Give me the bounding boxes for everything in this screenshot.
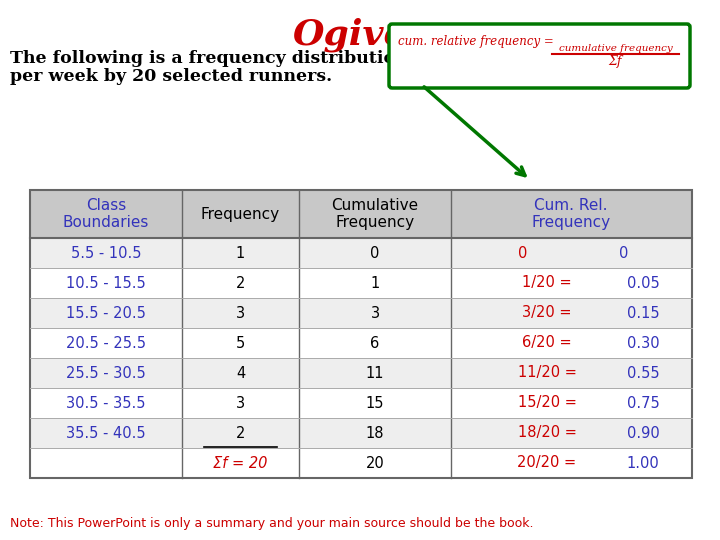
Text: 10.5 - 15.5: 10.5 - 15.5 [66, 275, 146, 291]
Bar [30, 238, 692, 268]
Text: Σf = 20: Σf = 20 [213, 456, 268, 470]
Text: 0.15: 0.15 [626, 306, 660, 321]
Text: Frequency: Frequency [201, 206, 280, 221]
Bar [30, 328, 692, 358]
Text: 5.5 - 10.5: 5.5 - 10.5 [71, 246, 141, 260]
Text: 6/20 =: 6/20 = [522, 335, 572, 350]
Text: 1.00: 1.00 [626, 456, 660, 470]
Text: 1/20 =: 1/20 = [522, 275, 572, 291]
Text: 6: 6 [370, 335, 379, 350]
Bar [30, 190, 692, 238]
Text: 1: 1 [370, 275, 379, 291]
Text: 0.90: 0.90 [626, 426, 660, 441]
Text: Class
Boundaries: Class Boundaries [63, 198, 149, 230]
Bar [30, 190, 692, 478]
Text: Ogives: Ogives [292, 18, 428, 52]
Text: cum. relative frequency =: cum. relative frequency = [398, 35, 554, 48]
Text: cumulative frequency: cumulative frequency [559, 44, 672, 53]
Bar [30, 448, 692, 478]
Text: 35.5 - 40.5: 35.5 - 40.5 [66, 426, 146, 441]
Text: Cumulative
Frequency: Cumulative Frequency [331, 198, 418, 230]
Text: 3: 3 [236, 395, 245, 410]
Text: 18/20 =: 18/20 = [518, 426, 577, 441]
Text: Note: This PowerPoint is only a summary and your main source should be the book.: Note: This PowerPoint is only a summary … [10, 517, 534, 530]
Text: 15/20 =: 15/20 = [518, 395, 577, 410]
Text: The following is a frequency distribution of miles run: The following is a frequency distributio… [10, 50, 532, 67]
Text: 20/20 =: 20/20 = [518, 456, 577, 470]
Text: 0.55: 0.55 [626, 366, 660, 381]
Text: 11: 11 [366, 366, 384, 381]
Text: 0.30: 0.30 [626, 335, 660, 350]
Text: 3: 3 [236, 306, 245, 321]
Text: 30.5 - 35.5: 30.5 - 35.5 [66, 395, 145, 410]
Text: 0.05: 0.05 [626, 275, 660, 291]
Text: 20.5 - 25.5: 20.5 - 25.5 [66, 335, 146, 350]
Bar [30, 358, 692, 388]
FancyBboxPatch shape [389, 24, 690, 88]
Text: 15.5 - 20.5: 15.5 - 20.5 [66, 306, 146, 321]
Text: 15: 15 [366, 395, 384, 410]
Text: 0: 0 [370, 246, 379, 260]
Text: 20: 20 [366, 456, 384, 470]
Text: 18: 18 [366, 426, 384, 441]
Text: 2: 2 [236, 275, 246, 291]
Text: 3/20 =: 3/20 = [522, 306, 572, 321]
Bar [30, 418, 692, 448]
Text: 4: 4 [236, 366, 245, 381]
Bar [30, 268, 692, 298]
Text: 0: 0 [518, 246, 528, 260]
Text: 5: 5 [236, 335, 245, 350]
Text: 2: 2 [236, 426, 246, 441]
Text: 0.75: 0.75 [626, 395, 660, 410]
Text: 25.5 - 30.5: 25.5 - 30.5 [66, 366, 146, 381]
Text: Cum. Rel.
Frequency: Cum. Rel. Frequency [531, 198, 611, 230]
Text: 11/20 =: 11/20 = [518, 366, 577, 381]
Bar [30, 298, 692, 328]
Text: 1: 1 [236, 246, 245, 260]
Text: per week by 20 selected runners.: per week by 20 selected runners. [10, 68, 332, 85]
Text: 3: 3 [370, 306, 379, 321]
Bar [30, 388, 692, 418]
Bar [30, 190, 692, 478]
Text: 0: 0 [619, 246, 629, 260]
Text: Σf: Σf [608, 55, 622, 68]
